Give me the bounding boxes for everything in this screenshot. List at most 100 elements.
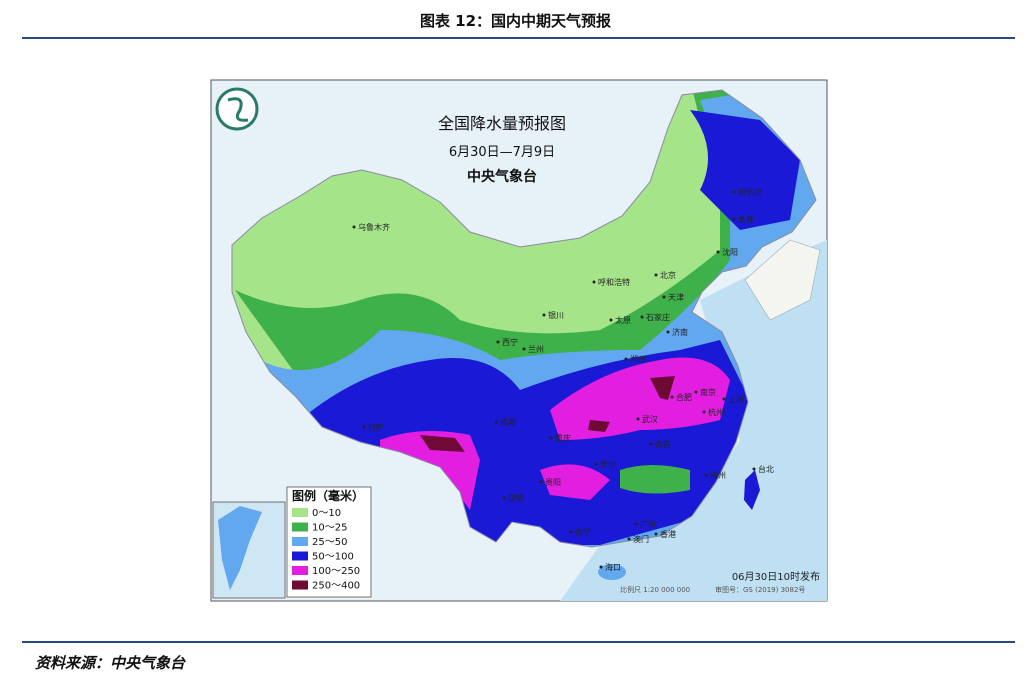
- city-dot: [752, 467, 756, 471]
- city-label: 哈尔滨: [738, 187, 762, 197]
- legend-swatch: [292, 551, 308, 561]
- legend-label: 250～400: [312, 581, 360, 592]
- city-dot: [594, 462, 598, 466]
- legend-label: 100～250: [312, 566, 360, 577]
- city-dot: [670, 395, 674, 399]
- issued: 06月30日10时发布: [732, 570, 820, 583]
- city-dot: [522, 347, 526, 351]
- inset-land: [218, 506, 262, 590]
- legend-swatch: [292, 537, 308, 546]
- legend-title: 图例（毫米）: [292, 488, 364, 503]
- city-dot: [694, 390, 698, 394]
- city-label: 沈阳: [722, 247, 738, 257]
- logo: [215, 87, 259, 131]
- city-label: 澳门: [633, 534, 649, 544]
- city-label: 福州: [710, 471, 726, 480]
- map-issuer: 中央气象台: [467, 168, 537, 185]
- city-dot: [494, 420, 498, 424]
- city-dot: [662, 295, 666, 299]
- legend-label: 50～100: [312, 552, 354, 563]
- legend-label: 10～25: [312, 523, 347, 534]
- city-dot: [627, 537, 631, 541]
- city-dot: [636, 417, 640, 421]
- city-dot: [599, 565, 603, 569]
- city-label: 武汉: [642, 414, 658, 424]
- city-label: 济南: [672, 327, 688, 337]
- city-label: 兰州: [528, 344, 544, 354]
- city-dot: [716, 250, 720, 254]
- zone: [380, 357, 730, 510]
- city-label: 石家庄: [646, 312, 670, 322]
- city-dot: [654, 273, 658, 277]
- city-dot: [634, 522, 638, 526]
- land-neighbor: [744, 239, 821, 321]
- rule: [22, 37, 1015, 39]
- zone: [620, 465, 690, 494]
- city-label: 香港: [660, 529, 676, 539]
- city-label: 郑州: [630, 354, 646, 364]
- city-dot: [542, 313, 546, 317]
- city-label: 北京: [660, 270, 676, 280]
- figure-title: 图表 12：国内中期天气预报: [419, 12, 612, 30]
- legend-swatch: [292, 566, 308, 575]
- city-dot: [654, 532, 658, 536]
- city-label: 西宁: [502, 337, 518, 347]
- city-dot: [502, 496, 506, 500]
- approval: 审图号：GS (2019) 3082号: [715, 585, 805, 594]
- city-label: 呼和浩特: [598, 277, 630, 287]
- city-dot: [702, 410, 706, 414]
- city-label: 上海: [728, 394, 744, 404]
- city-label: 杭州: [708, 407, 724, 417]
- logo: [227, 97, 249, 122]
- city-label: 南昌: [655, 439, 671, 449]
- city-label: 昆明: [508, 494, 524, 503]
- zone: [420, 376, 675, 452]
- city-label: 天津: [668, 292, 684, 302]
- legend-label: 25～50: [312, 537, 347, 548]
- city-dot: [722, 397, 726, 401]
- city-dot: [704, 473, 708, 477]
- legend-swatch: [292, 580, 308, 590]
- city-dot: [666, 330, 670, 334]
- city-label: 广州: [640, 519, 656, 529]
- map-title: 全国降水量预报图: [438, 114, 566, 133]
- city-dot: [609, 318, 613, 322]
- city-label: 成都: [500, 417, 516, 427]
- city-dot: [539, 480, 543, 484]
- hainan: [598, 564, 626, 580]
- legend-swatch: [292, 522, 308, 532]
- city-label: 合肥: [676, 392, 692, 402]
- city-label: 南京: [700, 387, 716, 397]
- city-dot: [362, 425, 366, 429]
- city-label: 长沙: [600, 459, 616, 469]
- city-label: 长春: [738, 214, 754, 224]
- rule: [22, 641, 1015, 643]
- city-label: 乌鲁木齐: [358, 222, 390, 232]
- city-dot: [640, 315, 644, 319]
- sea: [560, 240, 827, 601]
- city-label: 贵阳: [545, 477, 561, 487]
- city-dot: [732, 217, 736, 221]
- zone: [690, 110, 800, 230]
- city-dot: [549, 436, 553, 440]
- city-label: 重庆: [555, 433, 571, 443]
- city-dot: [496, 340, 500, 344]
- map-subtitle: 6月30日—7月9日: [449, 145, 555, 160]
- city-dot: [649, 442, 653, 446]
- city-label: 太原: [615, 315, 631, 325]
- scale: 比例尺 1:20 000 000: [620, 585, 690, 594]
- city-dot: [624, 357, 628, 361]
- taiwan: [744, 470, 760, 510]
- legend-swatch: [292, 508, 308, 517]
- city-label: 台北: [758, 464, 774, 474]
- city-label: 海口: [605, 562, 621, 572]
- city-dot: [732, 190, 736, 194]
- city-dot: [592, 280, 596, 284]
- city-dot: [352, 225, 356, 229]
- source-note: 资料来源：中央气象台: [35, 654, 186, 672]
- city-label: 银川: [548, 310, 564, 320]
- city-label: 拉萨: [368, 422, 384, 432]
- legend-label: 0～10: [312, 508, 341, 519]
